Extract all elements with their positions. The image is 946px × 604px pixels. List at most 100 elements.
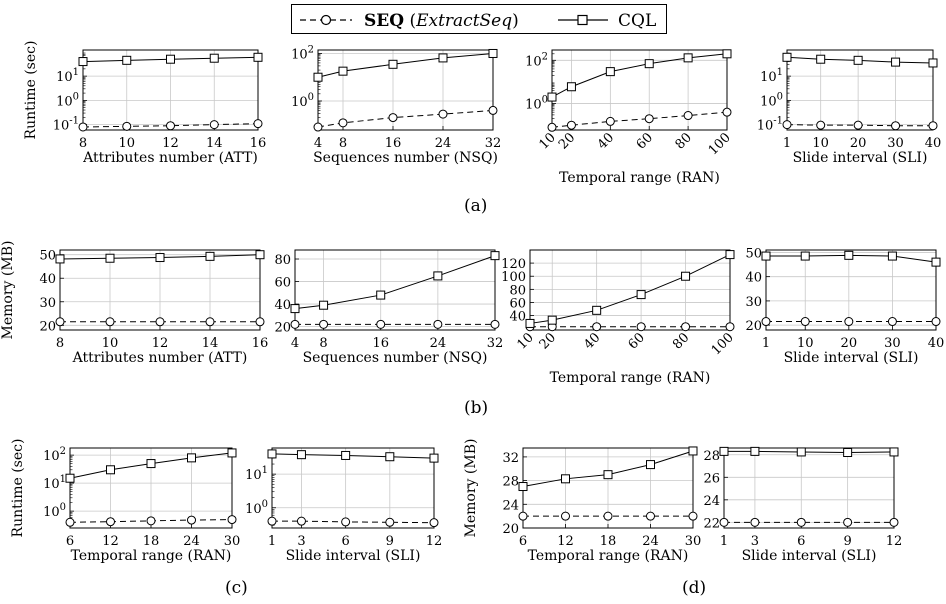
y-tick-label: 20 (502, 522, 519, 537)
y-tick-label: 100 (43, 502, 66, 520)
x-tick-label: 3 (751, 534, 759, 549)
cql-point (928, 58, 938, 68)
x-tick-label: 32 (485, 136, 502, 151)
y-tick-label: 100 (501, 270, 526, 285)
x-tick-label: 30 (887, 136, 904, 151)
x-tick-label: 9 (386, 534, 394, 549)
y-tick-label: 101 (56, 67, 79, 85)
y-tick-label: 40 (274, 298, 291, 313)
seq-point (55, 317, 65, 327)
seq-point (187, 515, 196, 525)
series-cql-line (724, 450, 895, 454)
cql-point (105, 253, 115, 263)
y-tick-label: 100 (56, 91, 79, 109)
y-tick-label: 22 (703, 516, 720, 531)
seq-point (267, 516, 277, 526)
x-tick-label: 12 (557, 534, 574, 549)
seq-point (122, 121, 132, 131)
x-tick-label: 30 (224, 534, 241, 549)
cql-point (891, 57, 901, 67)
x-axis-label: Attributes number (ATT) (82, 150, 258, 166)
cql-point (338, 66, 348, 76)
y-tick-label: 80 (509, 283, 526, 298)
seq-point (388, 113, 398, 123)
seq-point (313, 122, 323, 132)
cql-point (646, 460, 655, 470)
x-tick-label: 12 (426, 534, 443, 549)
x-tick-label: 24 (435, 136, 452, 151)
x-tick-label: 24 (430, 336, 447, 351)
cql-point (683, 53, 693, 63)
cql-point (253, 52, 263, 62)
cql-point (889, 447, 899, 457)
cql-point (429, 453, 439, 463)
x-axis-label: Sequences number (NSQ) (303, 350, 488, 366)
axes-frame (529, 249, 731, 331)
seq-point (253, 119, 263, 129)
x-tick-label: 40 (925, 136, 942, 151)
seq-point (683, 111, 693, 121)
x-tick-label: 16 (252, 336, 269, 351)
x-tick-label: 14 (202, 336, 219, 351)
seq-point (719, 517, 729, 527)
seq-point (296, 516, 306, 526)
seq-point (547, 122, 557, 132)
seq-point (644, 114, 654, 124)
cql-point (688, 446, 698, 456)
axes-frame (723, 447, 895, 529)
cql-point (592, 305, 602, 315)
seq-point (338, 118, 348, 128)
x-axis-label: Sequences number (NSQ) (313, 150, 498, 166)
legend-seq-label: SEQ (ExtractSeq) (364, 11, 519, 31)
x-tick-label: 16 (250, 136, 267, 151)
seq-point (561, 511, 570, 521)
x-tick-label: 12 (102, 534, 119, 549)
seq-point (889, 517, 899, 527)
y-tick-label: 50 (745, 246, 762, 261)
y-tick-label: 100 (760, 91, 783, 109)
seq-point (800, 317, 810, 327)
y-tick-label: 28 (703, 449, 720, 464)
panel-label-d: (d) (682, 578, 707, 598)
cql-point (490, 251, 500, 261)
y-tick-label: 10-1 (53, 116, 79, 134)
cql-point (719, 446, 729, 456)
y-tick-label: 100 (245, 499, 268, 517)
seq-point (155, 317, 165, 327)
seq-point (106, 517, 115, 527)
cql-point (800, 251, 810, 261)
y-tick-label: 101 (43, 474, 66, 492)
x-tick-label: 1 (783, 136, 791, 151)
x-tick-label: 12 (162, 136, 179, 151)
x-tick-label: 16 (372, 336, 389, 351)
y-tick-label: 32 (502, 451, 519, 466)
cql-point (319, 300, 329, 310)
x-tick-label: 40 (595, 130, 617, 152)
x-tick-label: 20 (556, 130, 578, 152)
y-tick-label: 100 (525, 95, 548, 113)
x-tick-label: 18 (143, 534, 160, 549)
axes-frame (551, 49, 728, 131)
x-tick-label: 20 (537, 330, 559, 352)
seq-point (844, 317, 854, 327)
axes-frame (294, 249, 496, 331)
seq-point (105, 317, 115, 327)
seq-point (438, 109, 448, 119)
cql-point (106, 465, 115, 475)
cql-point (518, 482, 528, 492)
cql-point (205, 251, 215, 261)
axes-frame (271, 447, 435, 529)
x-tick-label: 24 (183, 534, 200, 549)
cql-point (65, 473, 75, 483)
seq-point (592, 322, 602, 332)
seq-point (227, 515, 237, 525)
cql-point (796, 447, 806, 457)
cql-point (603, 470, 613, 480)
cql-point (255, 250, 265, 260)
cql-point (209, 53, 219, 63)
x-axis-label: Slide interval (SLI) (793, 150, 928, 166)
cql-point (782, 52, 792, 62)
seq-point (433, 319, 443, 329)
y-tick-label: 101 (245, 465, 268, 483)
